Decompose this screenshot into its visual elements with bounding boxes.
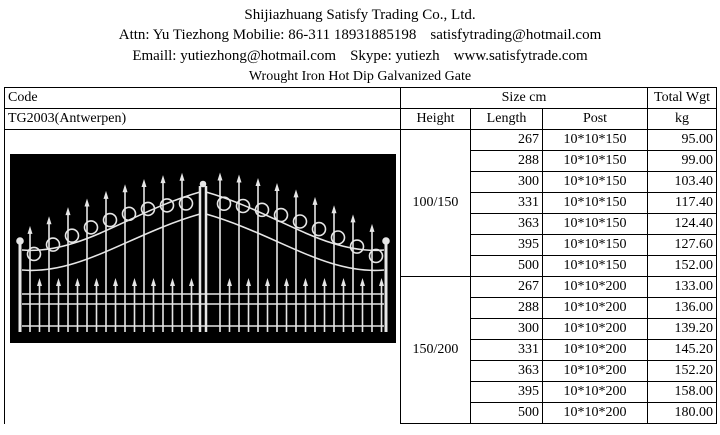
contact-mobile: Attn: Yu Tiezhong Mobilie: 86-311 189318… xyxy=(118,27,417,43)
length-value: 395 xyxy=(470,381,543,403)
email-text: Emaill: yutiezhong@hotmail.com xyxy=(132,48,337,64)
weight-value: 117.40 xyxy=(647,192,718,214)
post-value: 10*10*150 xyxy=(541,255,649,277)
post-value: 10*10*200 xyxy=(541,339,649,361)
length-value: 267 xyxy=(470,129,543,151)
table-row: 100/150 267 10*10*150 95.00 xyxy=(4,129,718,424)
post-value: 10*10*200 xyxy=(541,402,649,424)
weight-value: 136.00 xyxy=(647,297,718,319)
height-value: 150/200 xyxy=(400,276,471,424)
weight-value: 124.40 xyxy=(647,213,718,235)
gate-photo xyxy=(10,154,396,343)
length-value: 288 xyxy=(470,150,543,172)
gate-image-cell xyxy=(4,129,401,424)
table-row: 395 10*10*200 158.00 xyxy=(5,381,718,403)
post-value: 10*10*150 xyxy=(541,213,649,235)
weight-value: 103.40 xyxy=(647,171,718,193)
post-value: 10*10*200 xyxy=(541,297,649,319)
weight-value: 127.60 xyxy=(647,234,718,256)
table-row: 500 10*10*200 180.00 xyxy=(5,402,718,424)
weight-value: 145.20 xyxy=(647,339,718,361)
length-value: 363 xyxy=(470,213,543,235)
length-value: 331 xyxy=(470,192,543,214)
table-row: 288 10*10*150 99.00 xyxy=(5,150,718,172)
weight-value: 152.00 xyxy=(647,255,718,277)
total-weight-label: Total Wgt xyxy=(647,87,718,109)
length-value: 500 xyxy=(470,402,543,424)
table-row: 331 10*10*150 117.40 xyxy=(5,192,718,214)
post-value: 10*10*150 xyxy=(541,171,649,193)
contact-email: satisfytrading@hotmail.com xyxy=(430,27,602,43)
length-value: 300 xyxy=(470,318,543,340)
table-row: 288 10*10*200 136.00 xyxy=(5,297,718,319)
table-row: 363 10*10*150 124.40 xyxy=(5,213,718,235)
length-value: 288 xyxy=(470,297,543,319)
product-title: Wrought Iron Hot Dip Galvanized Gate xyxy=(248,69,472,84)
skype-text: Skype: yutiezh xyxy=(350,48,440,64)
post-value: 10*10*150 xyxy=(541,129,649,151)
weight-value: 152.20 xyxy=(647,360,718,382)
email-line: Emaill: yutiezhong@hotmail.com Skype: yut… xyxy=(0,46,720,66)
weight-value: 158.00 xyxy=(647,381,718,403)
post-value: 10*10*200 xyxy=(541,276,649,298)
kg-label: kg xyxy=(647,108,718,130)
weight-value: 139.20 xyxy=(647,318,718,340)
height-label: Height xyxy=(400,108,471,130)
website-text: www.satisfytrade.com xyxy=(453,48,588,64)
header-row-2: TG2003(Antwerpen) Height Length Post kg xyxy=(4,108,718,130)
post-value: 10*10*150 xyxy=(541,150,649,172)
spec-table: Code Size cm Total Wgt TG2003(Antwerpen)… xyxy=(4,87,718,424)
length-value: 363 xyxy=(470,360,543,382)
header-row-1: Code Size cm Total Wgt xyxy=(4,87,718,109)
weight-value: 180.00 xyxy=(647,402,718,424)
length-value: 395 xyxy=(470,234,543,256)
code-value: TG2003(Antwerpen) xyxy=(4,108,401,130)
length-value: 267 xyxy=(470,276,543,298)
weight-value: 133.00 xyxy=(647,276,718,298)
length-value: 500 xyxy=(470,255,543,277)
length-value: 300 xyxy=(470,171,543,193)
table-row: 300 10*10*150 103.40 xyxy=(5,171,718,193)
post-value: 10*10*200 xyxy=(541,381,649,403)
table-row: 150/200 267 10*10*200 133.00 xyxy=(5,276,718,424)
height-value: 100/150 xyxy=(400,129,471,277)
table-row: 331 10*10*200 145.20 xyxy=(5,339,718,361)
table-row: 300 10*10*200 139.20 xyxy=(5,318,718,340)
contact-line: Attn: Yu Tiezhong Mobilie: 86-311 189318… xyxy=(0,25,720,45)
code-label: Code xyxy=(4,87,401,109)
weight-value: 95.00 xyxy=(647,129,718,151)
size-label: Size cm xyxy=(399,87,649,109)
weight-value: 99.00 xyxy=(647,150,718,172)
post-value: 10*10*150 xyxy=(541,234,649,256)
post-value: 10*10*200 xyxy=(541,360,649,382)
length-value: 331 xyxy=(470,339,543,361)
post-value: 10*10*150 xyxy=(541,192,649,214)
post-label: Post xyxy=(541,108,649,130)
post-value: 10*10*200 xyxy=(541,318,649,340)
company-name: Shijiazhuang Satisfy Trading Co., Ltd. xyxy=(244,7,476,23)
length-label: Length xyxy=(470,108,543,130)
